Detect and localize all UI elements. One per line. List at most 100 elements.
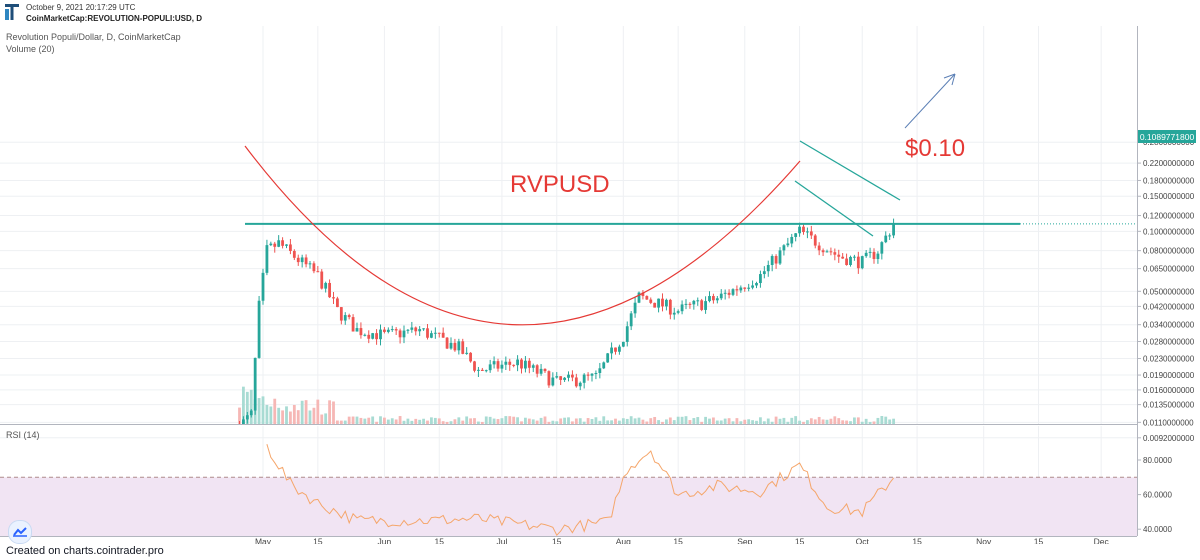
candle-body [868,251,872,253]
candle-body [242,419,245,424]
candle-body [281,240,284,246]
volume-bar [277,407,281,424]
candle-body [500,364,504,369]
volume-bar [332,401,335,424]
volume-bar [641,419,645,424]
price-tick-label: 0.0092000000 [1143,434,1195,443]
tradingview-badge[interactable] [8,520,32,544]
price-chart-svg[interactable]: 0.28000000000.22000000000.18000000000.15… [0,26,1200,546]
flag-lower-line [794,180,874,237]
candle-body [688,303,692,305]
candle-body [614,347,617,352]
volume-bar [527,418,531,424]
candle-body [539,368,543,374]
candle-body [672,312,676,315]
volume-bar [281,410,284,424]
volume-bar [300,400,304,424]
candle-body [336,298,339,308]
candle-body [782,245,786,251]
volume-bar [249,389,253,424]
volume-bar [296,410,300,424]
candle-body [245,415,249,420]
current-price-label: 0.1089771800 [1140,132,1195,142]
candle-body [531,365,535,368]
candle-body [884,235,888,243]
candle-body [590,373,594,376]
candle-body [680,304,684,312]
volume-bar [657,420,660,424]
time-tick-label: 15 [795,536,805,544]
volume-bar [610,420,613,424]
volume-bar [480,421,484,424]
candle-body [371,333,375,339]
candle-body [806,231,809,233]
candle-body [574,377,578,387]
candle-body [422,328,425,330]
candle-body [731,289,735,295]
volume-bar [320,414,324,424]
candle-body [606,353,610,363]
volume-bar [676,416,680,424]
volume-bar [473,418,476,424]
candle-body [516,359,519,366]
time-tick-label: 15 [313,536,323,544]
time-tick-label: May [255,536,272,544]
time-tick-label: Sep [737,536,752,544]
volume-bar [547,421,551,424]
candle-body [563,377,566,380]
candle-body [755,283,758,286]
target-arrow-head [943,73,956,86]
candle-body [292,250,296,258]
candle-body [418,329,422,332]
candle-body [253,357,257,411]
volume-bar [813,419,817,424]
volume-bar [418,419,422,424]
candle-body [320,271,324,289]
volume-bar [289,411,292,424]
candle-body [445,337,449,349]
candle-body [872,251,876,260]
volume-bar [833,416,837,424]
volume-bar [520,421,523,424]
candle-body [480,369,484,371]
candle-body [790,236,794,244]
rsi-band [0,477,1137,536]
chart-header: October 9, 2021 20:17:29 UTC CoinMarketC… [0,0,1200,26]
candle-body [853,256,856,258]
candle-body [618,346,621,352]
volume-bar [802,421,805,424]
volume-bar [649,418,653,424]
volume-bar [672,420,676,424]
volume-bar [359,417,363,424]
drawing-tools [244,73,1137,326]
volume-bar [371,416,375,424]
candle-body [367,334,371,339]
volume-bar [394,419,398,424]
volume-bar [461,420,465,424]
chart-frame[interactable]: 0.28000000000.22000000000.18000000000.15… [0,26,1200,546]
time-axis[interactable]: May 15 Jun 15 Jul 15 Aug 15 Sep 15 Oct 15 Nov 15 Dec [255,536,1110,546]
volume-bar [469,418,472,424]
candle-body [433,332,437,334]
price-tick-label: 0.0800000000 [1143,247,1195,256]
target-price-annotation[interactable]: $0.10 [905,135,965,162]
volume-bar [665,419,668,424]
candle-body [684,303,688,305]
candle-body [308,263,312,265]
snapshot-timestamp: October 9, 2021 20:17:29 UTC [26,3,136,12]
candle-body [625,326,629,342]
volume-bar [755,420,758,424]
volume-bar [825,419,829,424]
candle-body [856,256,860,269]
time-tick-label: 15 [912,536,922,544]
rsi-axis[interactable]: 80.0000 60.0000 40.0000 [1137,456,1172,534]
footer-credit: Created on charts.cointrader.pro [6,545,164,557]
ticker-annotation[interactable]: RVPUSD [510,171,610,198]
volume-bar [708,418,711,424]
volume-bar [841,420,845,424]
price-tick-label: 0.2200000000 [1143,159,1195,168]
candle-body [332,297,335,299]
price-pane-title: Revolution Populi/Dollar, D, CoinMarketC… [6,32,181,42]
volume-bar [637,417,641,424]
price-axis[interactable]: 0.28000000000.22000000000.18000000000.15… [1137,138,1195,443]
